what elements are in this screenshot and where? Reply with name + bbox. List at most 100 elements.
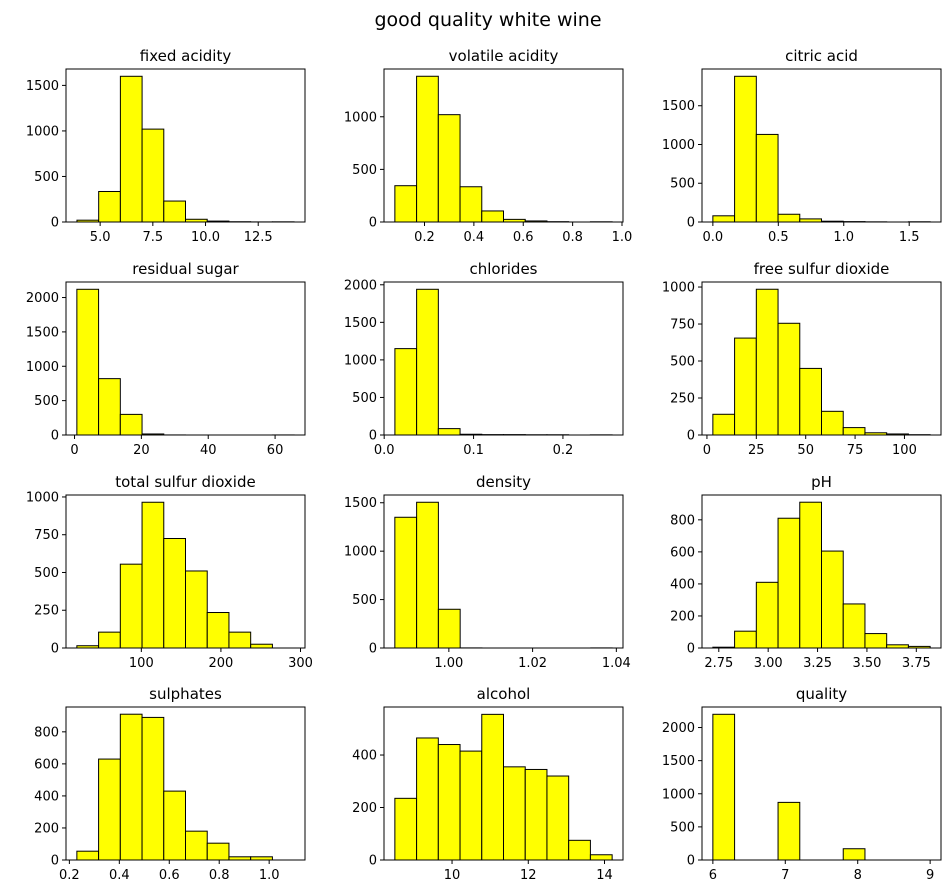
y-tick-label: 250 — [670, 392, 695, 407]
y-tick-label: 0 — [687, 216, 695, 231]
x-tick-label: 100 — [892, 443, 917, 458]
axes-frame — [701, 68, 942, 223]
histogram-bar — [185, 570, 208, 649]
histogram-bar — [821, 550, 844, 649]
x-tick-label: 6 — [709, 868, 717, 883]
histogram-bar — [459, 186, 483, 223]
x-tick-label: 1.0 — [833, 230, 854, 245]
histogram-bar — [755, 581, 779, 649]
histogram-bar — [119, 413, 143, 436]
y-tick-label: 1000 — [662, 138, 695, 153]
histogram-bar — [119, 563, 143, 649]
axes-frame — [383, 281, 624, 436]
x-tick-label: 0.8 — [209, 868, 230, 883]
y-tick-label: 1000 — [662, 281, 695, 296]
histogram-bar — [437, 428, 461, 436]
histogram-bar — [755, 133, 779, 223]
x-tick-label: 3.75 — [902, 656, 931, 671]
histogram-bar — [777, 801, 801, 861]
panel-title: residual sugar — [132, 260, 239, 278]
histogram-bar — [206, 612, 230, 649]
x-tick-label: 25 — [748, 443, 765, 458]
histogram-bar — [437, 114, 461, 223]
histogram-quality: 6 7 8 9 0 500 1000 1500 2000 quality — [662, 685, 942, 883]
y-tick-label: 200 — [352, 801, 377, 816]
y-tick-label: 0 — [687, 642, 695, 657]
x-tick-label: 0 — [703, 443, 711, 458]
histogram-bar — [842, 848, 866, 861]
y-tick-label: 800 — [670, 513, 695, 528]
histogram-bar — [437, 608, 461, 649]
y-tick-label: 500 — [352, 163, 377, 178]
x-tick-label: 0 — [70, 443, 78, 458]
histogram-bar — [141, 716, 165, 861]
x-tick-label: 0.6 — [159, 868, 180, 883]
y-tick-label: 600 — [34, 757, 59, 772]
histogram-bar — [119, 75, 143, 223]
y-tick-label: 1500 — [26, 325, 59, 340]
panel-title: total sulfur dioxide — [115, 473, 255, 491]
x-tick-label: 9 — [926, 868, 934, 883]
histogram-bar — [821, 410, 844, 436]
x-tick-label: 40 — [200, 443, 217, 458]
x-tick-label: 3.25 — [803, 656, 832, 671]
y-tick-label: 750 — [670, 318, 695, 333]
panel-title: quality — [796, 685, 847, 703]
y-tick-label: 800 — [34, 725, 59, 740]
histogram-bar — [98, 190, 121, 223]
histogram-bar — [777, 322, 801, 436]
panel-title: citric acid — [785, 47, 858, 65]
y-tick-label: 400 — [670, 577, 695, 592]
x-tick-label: 0.5 — [768, 230, 789, 245]
x-tick-label: 1.02 — [518, 656, 547, 671]
panel-title: pH — [811, 473, 832, 491]
y-tick-label: 500 — [670, 820, 695, 835]
axes-frame — [65, 706, 306, 861]
histogram-citric-acid: 0.0 0.5 1.0 1.5 0 500 1000 1500 citric acid — [662, 47, 942, 245]
x-tick-label: 0.0 — [703, 230, 724, 245]
histogram-bar — [734, 337, 757, 436]
histogram-bar — [416, 288, 439, 436]
histogram-bar — [141, 128, 165, 223]
histogram-bar — [842, 427, 866, 436]
y-tick-label: 2000 — [26, 291, 59, 306]
panel-title: free sulfur dioxide — [754, 260, 890, 278]
x-tick-label: 2.75 — [704, 656, 733, 671]
histogram-bar — [76, 288, 100, 436]
histogram-bar — [481, 210, 504, 223]
axes-frame — [383, 494, 624, 649]
histogram-bar — [163, 538, 187, 649]
panel-title: density — [476, 473, 531, 491]
histogram-bar — [76, 850, 100, 861]
y-tick-label: 0 — [369, 642, 377, 657]
histogram-bar — [712, 713, 736, 861]
x-tick-label: 1.0 — [259, 868, 280, 883]
histogram-bar — [755, 288, 779, 436]
histogram-bar — [799, 501, 823, 649]
x-tick-label: 0.8 — [562, 230, 583, 245]
axes-frame — [701, 494, 942, 649]
histogram-bar — [119, 713, 143, 861]
axes-frame — [65, 281, 306, 436]
histogram-bar — [394, 348, 418, 436]
histogram-bar — [459, 750, 483, 861]
histogram-bar — [437, 744, 461, 861]
axes-frame — [383, 68, 624, 223]
histogram-bar — [712, 413, 736, 436]
x-tick-label: 14 — [596, 868, 613, 883]
y-tick-label: 500 — [670, 177, 695, 192]
x-tick-label: 75 — [847, 443, 864, 458]
panel-title: sulphates — [149, 685, 222, 703]
panel-title: fixed acidity — [140, 47, 232, 65]
histogram-bar — [228, 631, 252, 649]
y-tick-label: 1000 — [344, 353, 377, 368]
histogram-sulphates: 0.2 0.4 0.6 0.8 1.0 0 200 400 600 800 sulphates — [34, 685, 306, 883]
y-tick-label: 1000 — [662, 787, 695, 802]
histogram-fixed-acidity: 5.0 7.5 10.0 12.5 0 500 1000 1500 fixed acidity — [26, 47, 306, 245]
histogram-density: 1.00 1.02 1.04 0 500 1000 1500 density — [344, 473, 631, 671]
y-tick-label: 2000 — [344, 278, 377, 293]
panel-title: alcohol — [477, 685, 531, 703]
figure-title: good quality white wine — [374, 9, 601, 31]
y-tick-label: 1500 — [662, 99, 695, 114]
